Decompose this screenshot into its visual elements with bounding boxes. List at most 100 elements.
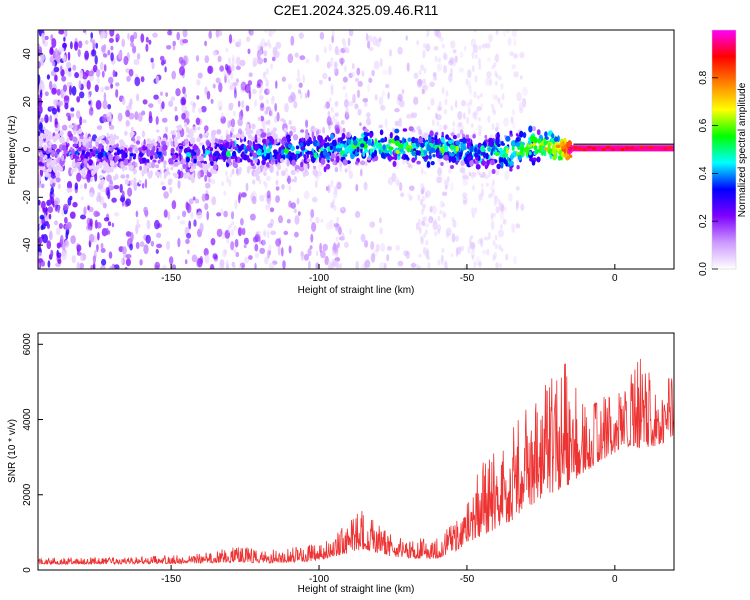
spectrogram-noise-mark xyxy=(170,96,176,102)
spectrogram-ridge-mark xyxy=(236,167,239,175)
spectrogram-ridge-mark xyxy=(83,158,88,165)
spectrogram-noise-mark xyxy=(287,53,294,64)
spectrogram-noise-mark xyxy=(40,224,44,231)
spectrogram-ridge-mark xyxy=(176,125,180,129)
spectrogram-noise-mark xyxy=(196,79,201,86)
spectrogram-ridge-mark xyxy=(387,154,393,161)
spectrogram-ridge-mark xyxy=(170,130,175,135)
spectrogram-streak-mark xyxy=(270,63,274,70)
spectrogram-noise-mark xyxy=(103,64,107,72)
spectrogram-ridge-mark xyxy=(403,144,406,149)
spectrogram-noise-mark xyxy=(307,89,310,98)
spectrogram-ridge-mark xyxy=(272,133,278,140)
spectrogram-noise-mark xyxy=(196,211,203,219)
spectrogram-ridge-mark xyxy=(163,150,167,157)
spectrogram-streak-mark xyxy=(334,61,338,70)
spectrogram-ridge-mark xyxy=(288,155,294,161)
spectrogram-streak-mark xyxy=(439,176,443,183)
spectrogram-ridge-mark xyxy=(561,151,565,158)
spectrogram-streak-mark xyxy=(469,99,473,105)
spectrogram-noise-mark xyxy=(480,103,484,108)
spectrogram-noise-mark xyxy=(83,206,87,216)
spectrogram-ridge-mark xyxy=(95,150,99,155)
spectrogram-streak-mark xyxy=(495,30,499,36)
spectrogram-ridge-mark xyxy=(73,130,77,135)
spectrogram-noise-mark xyxy=(364,240,369,248)
spectrogram-noise-mark xyxy=(368,35,373,43)
spectrogram-ridge-mark xyxy=(347,144,353,150)
spectrogram-ridge-mark xyxy=(219,155,224,160)
spectrogram-ridge-mark xyxy=(404,154,409,160)
spectrogram-noise-mark xyxy=(80,184,83,189)
spectrogram-ridge-mark xyxy=(78,141,82,148)
spectrogram-ridge-mark xyxy=(261,138,268,144)
spectrogram-ridge-mark xyxy=(342,153,348,158)
spectrogram-streak-mark xyxy=(332,249,335,257)
spectrogram-x-ticks: -150 -100 -50 0 xyxy=(161,264,618,284)
spectrogram-noise-mark xyxy=(184,259,188,265)
spectrogram-noise-mark xyxy=(370,241,375,250)
spectrogram-ridge-mark xyxy=(288,120,292,125)
spectrogram-ridge-mark xyxy=(123,159,129,166)
spectrogram-noise-mark xyxy=(347,37,351,47)
spectrogram-noise-mark xyxy=(204,55,210,64)
spectrogram-noise-mark xyxy=(101,31,107,39)
spectrogram-streak-mark xyxy=(331,258,335,265)
spectrogram-streak-mark xyxy=(498,75,502,81)
spectrogram-streak-mark xyxy=(477,116,481,122)
spectrogram-noise-mark xyxy=(303,190,310,200)
spectrogram-noise-mark xyxy=(191,105,196,113)
spectrogram-ridge-mark xyxy=(59,166,63,172)
spectrogram-ridge-mark xyxy=(127,147,133,152)
spectrogram-noise-mark xyxy=(103,217,110,222)
spectrogram-streak-mark xyxy=(232,38,235,43)
spectrogram-noise-mark xyxy=(237,226,243,237)
spectrogram-streak-mark xyxy=(433,218,437,225)
spectrogram-noise-mark xyxy=(125,258,131,267)
spectrogram-noise-mark xyxy=(56,227,61,236)
spectrogram-noise-mark xyxy=(230,211,235,220)
spectrogram-ridge-mark xyxy=(606,145,611,149)
spectrogram-noise-mark xyxy=(56,106,60,112)
spectrogram-noise-mark xyxy=(286,218,291,224)
spectrogram-noise-mark xyxy=(48,213,52,220)
spectrogram-ridge-mark xyxy=(369,132,373,139)
spectrogram-ridge-mark xyxy=(339,161,343,168)
spectrogram-ridge-mark xyxy=(277,138,280,143)
spectrogram-ridge-mark xyxy=(429,130,434,137)
spectrogram-noise-mark xyxy=(427,219,432,224)
spectrogram-noise-mark xyxy=(400,192,405,198)
spectrogram-noise-mark xyxy=(180,59,186,67)
spectrogram-noise-mark xyxy=(251,88,257,95)
spectrogram-ridge-mark xyxy=(568,146,573,150)
spectrogram-noise-mark xyxy=(146,219,151,230)
spectrogram-noise-mark xyxy=(372,36,378,46)
spectrogram-noise-mark xyxy=(360,263,365,269)
spectrogram-ridge-mark xyxy=(544,131,548,138)
spectrogram-noise-mark xyxy=(264,110,269,115)
spectrogram-ridge-mark xyxy=(157,159,161,164)
spectrogram-ridge-mark xyxy=(263,150,267,157)
spectrogram-noise-mark xyxy=(459,167,466,174)
spectrogram-ridge-mark xyxy=(440,162,444,166)
spectrogram-noise-mark xyxy=(197,170,202,180)
spectrogram-streak-mark xyxy=(470,122,474,128)
spectrogram-ridge-mark xyxy=(455,140,461,146)
spectrogram-ridge-mark xyxy=(82,167,87,172)
spectrogram-noise-mark xyxy=(96,69,101,78)
spectrogram-ridge-mark xyxy=(395,149,401,155)
spectrogram-noise-mark xyxy=(87,205,90,211)
spectrogram-noise-mark xyxy=(419,221,425,226)
spectrogram-streak-mark xyxy=(492,240,496,246)
spectrogram-streak-mark xyxy=(471,51,475,60)
spectrogram-noise-mark xyxy=(135,224,139,235)
spectrogram-noise-mark xyxy=(54,47,58,55)
spectrogram-ridge-mark xyxy=(466,142,470,150)
spectrogram-ridge-mark xyxy=(466,138,471,143)
spectrogram-streak-mark xyxy=(474,75,478,83)
spectrogram-ridge-mark xyxy=(280,145,285,151)
spectrogram-streak-mark xyxy=(481,187,485,196)
spectrogram-ridge-mark xyxy=(261,159,266,166)
spectrogram-ridge-mark xyxy=(173,173,179,179)
